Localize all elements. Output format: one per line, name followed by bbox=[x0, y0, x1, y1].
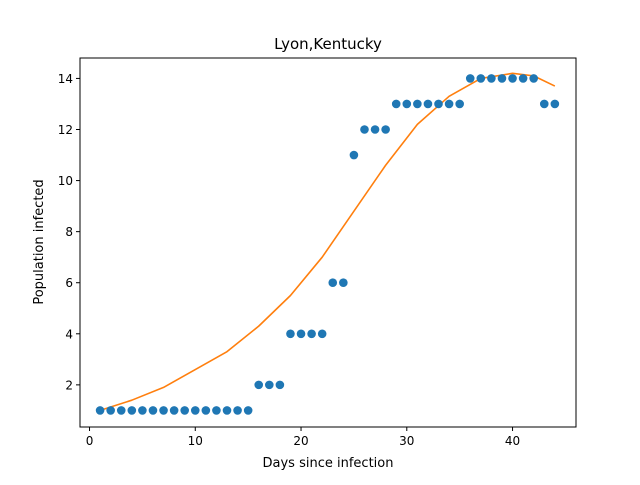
data-point bbox=[339, 278, 348, 288]
data-point bbox=[275, 380, 285, 390]
data-point bbox=[423, 99, 433, 109]
data-point bbox=[201, 406, 211, 415]
data-point bbox=[328, 278, 338, 288]
data-point bbox=[95, 406, 105, 415]
chart-title: Lyon,Kentucky bbox=[274, 35, 382, 53]
data-point bbox=[307, 329, 316, 339]
data-point bbox=[487, 74, 496, 83]
data-point bbox=[159, 406, 168, 415]
data-point bbox=[402, 99, 412, 109]
data-point bbox=[243, 406, 253, 415]
x-tick-label: 40 bbox=[505, 434, 520, 448]
data-point bbox=[413, 99, 422, 109]
data-point bbox=[286, 329, 295, 339]
x-tick-label: 0 bbox=[86, 434, 94, 448]
data-point bbox=[116, 406, 126, 415]
data-point bbox=[444, 99, 454, 109]
y-axis: 2 4 6 8 10 12 14 bbox=[58, 72, 80, 392]
y-tick-label: 2 bbox=[65, 378, 73, 392]
data-point bbox=[381, 125, 390, 134]
plot-area bbox=[95, 72, 560, 415]
data-point bbox=[508, 74, 517, 83]
x-tick-label: 30 bbox=[399, 434, 414, 448]
data-point bbox=[169, 406, 179, 415]
data-point bbox=[317, 329, 327, 339]
y-tick-label: 6 bbox=[65, 276, 73, 290]
data-point bbox=[465, 74, 475, 83]
y-tick-label: 10 bbox=[58, 174, 73, 188]
data-point bbox=[539, 99, 549, 109]
data-point bbox=[265, 380, 274, 390]
data-point bbox=[550, 99, 560, 109]
y-tick-label: 14 bbox=[58, 72, 73, 86]
data-point bbox=[476, 74, 486, 83]
data-point bbox=[180, 406, 189, 415]
data-point bbox=[529, 74, 538, 83]
data-point bbox=[254, 380, 264, 390]
y-tick-label: 4 bbox=[65, 327, 73, 341]
y-tick-label: 12 bbox=[58, 123, 73, 137]
data-point bbox=[148, 406, 158, 415]
x-tick-label: 10 bbox=[188, 434, 203, 448]
fit-curve-line bbox=[99, 72, 556, 412]
data-point bbox=[106, 406, 115, 415]
data-point bbox=[391, 99, 401, 109]
y-axis-label: Population infected bbox=[32, 179, 47, 304]
data-point bbox=[370, 125, 380, 134]
data-point bbox=[360, 125, 369, 134]
data-point bbox=[497, 74, 507, 83]
data-point bbox=[233, 406, 242, 415]
axes-frame bbox=[79, 57, 577, 428]
x-axis: 0 10 20 30 40 bbox=[86, 427, 520, 448]
data-point bbox=[349, 150, 359, 160]
x-axis-label: Days since infection bbox=[263, 456, 394, 471]
data-point bbox=[434, 99, 443, 109]
data-point bbox=[518, 74, 528, 83]
y-tick-label: 8 bbox=[65, 225, 73, 239]
data-point bbox=[212, 406, 221, 415]
data-point bbox=[190, 406, 200, 415]
data-point bbox=[222, 406, 232, 415]
data-point bbox=[296, 329, 306, 339]
data-point bbox=[138, 406, 147, 415]
data-point bbox=[455, 99, 464, 109]
data-point bbox=[127, 406, 137, 415]
x-tick-label: 20 bbox=[293, 434, 308, 448]
